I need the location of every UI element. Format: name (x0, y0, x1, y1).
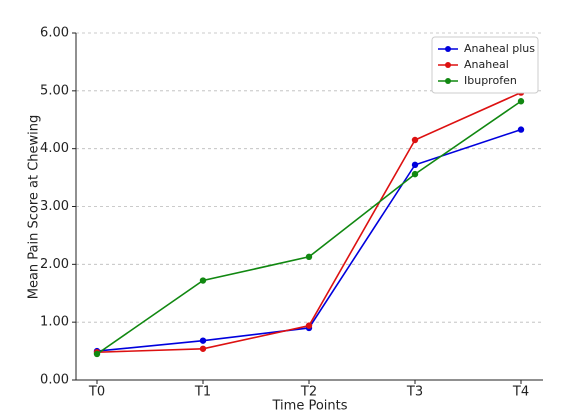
y-tick-label: 0.00 (40, 373, 69, 388)
x-tick-label: T0 (88, 385, 105, 400)
x-tick-label: T1 (194, 385, 211, 400)
y-axis-label: Mean Pain Score at Chewing (27, 115, 42, 300)
legend-marker (445, 62, 451, 68)
point (199, 337, 207, 344)
point (411, 136, 419, 144)
x-tick-label: T4 (512, 385, 529, 400)
legend-marker (445, 78, 451, 84)
x-tick-label: T3 (406, 385, 423, 400)
point (305, 322, 313, 329)
legend-marker (445, 46, 451, 52)
point (517, 126, 525, 133)
legend-label: Ibuprofen (464, 74, 517, 87)
y-tick-label: 3.00 (40, 199, 69, 214)
point (199, 345, 207, 352)
x-tick-label: T2 (300, 385, 317, 400)
series-line (96, 128, 522, 352)
point (93, 350, 101, 358)
x-axis-label: Time Points (272, 399, 348, 414)
legend-label: Anaheal plus (464, 42, 535, 55)
y-tick-label: 5.00 (40, 83, 69, 98)
y-tick-label: 2.00 (40, 257, 69, 272)
y-tick-label: 1.00 (40, 315, 69, 330)
y-tick-label: 4.00 (40, 141, 69, 156)
y-tick-label: 6.00 (40, 26, 69, 41)
point (517, 98, 525, 105)
point (305, 253, 313, 261)
series-line (96, 91, 522, 354)
point (411, 161, 419, 169)
legend-label: Anaheal (464, 58, 509, 71)
point (199, 277, 207, 284)
legend-box (431, 36, 539, 94)
point (411, 170, 419, 178)
legend: Anaheal plus Anaheal Ibuprofen (431, 36, 539, 94)
series-line (96, 100, 522, 355)
